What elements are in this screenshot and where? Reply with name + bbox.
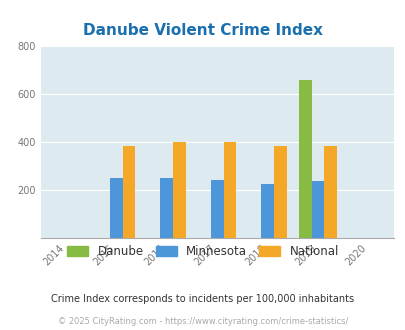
Bar xyxy=(122,146,135,238)
Bar xyxy=(324,146,336,238)
Bar xyxy=(261,184,273,238)
Bar xyxy=(223,142,236,238)
Bar xyxy=(311,181,324,238)
Bar xyxy=(298,80,311,238)
Text: Crime Index corresponds to incidents per 100,000 inhabitants: Crime Index corresponds to incidents per… xyxy=(51,294,354,304)
Bar xyxy=(273,146,286,238)
Legend: Danube, Minnesota, National: Danube, Minnesota, National xyxy=(62,241,343,263)
Text: Danube Violent Crime Index: Danube Violent Crime Index xyxy=(83,23,322,38)
Bar xyxy=(173,142,185,238)
Bar xyxy=(110,178,122,238)
Text: © 2025 CityRating.com - https://www.cityrating.com/crime-statistics/: © 2025 CityRating.com - https://www.city… xyxy=(58,317,347,326)
Bar xyxy=(210,180,223,238)
Bar xyxy=(160,178,173,238)
